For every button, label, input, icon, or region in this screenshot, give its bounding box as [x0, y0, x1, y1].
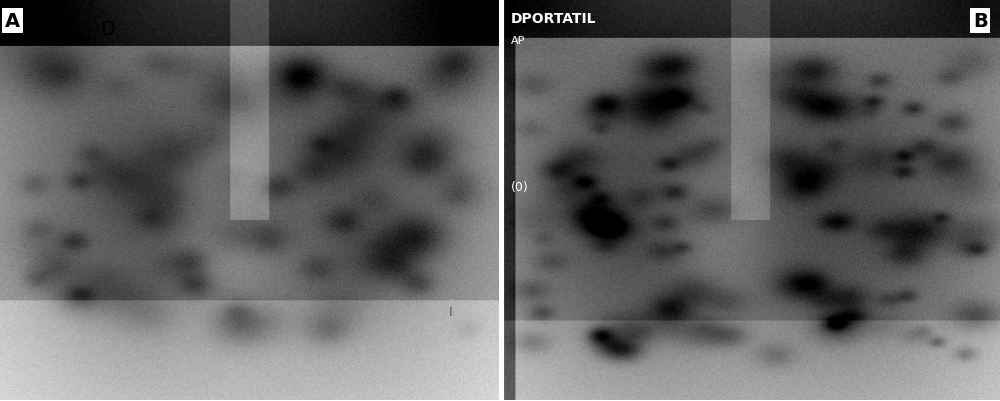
Text: D: D [100, 20, 115, 39]
Text: I: I [449, 305, 453, 318]
Text: B: B [973, 12, 988, 31]
Text: (0): (0) [511, 180, 529, 193]
Text: AP: AP [511, 36, 525, 46]
Text: A: A [5, 12, 20, 31]
Text: DPORTATIL: DPORTATIL [511, 12, 596, 26]
